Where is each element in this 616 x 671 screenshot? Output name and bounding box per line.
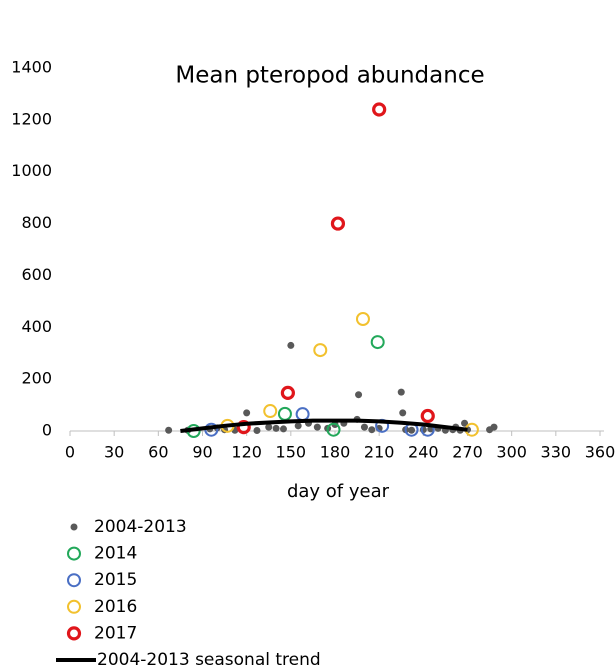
point — [420, 408, 435, 424]
legend-text: 2004-2013 — [94, 517, 187, 537]
y-tick-label: 0 — [42, 421, 52, 440]
point — [236, 420, 251, 435]
legend-marker — [67, 573, 81, 588]
y-tick-label: 600 — [21, 265, 52, 284]
point — [330, 216, 346, 231]
y-tick-label: 800 — [21, 213, 52, 232]
x-tick-label: 270 — [452, 443, 483, 462]
point — [368, 426, 376, 434]
x-tick-label: 240 — [408, 443, 439, 462]
x-tick-label: 120 — [231, 443, 262, 462]
legend-text: 2016 — [94, 597, 137, 617]
x-tick-label: 330 — [541, 443, 572, 462]
legend-text: 2004-2013 seasonal trend — [97, 650, 321, 670]
x-tick-label: 150 — [276, 443, 307, 462]
x-tick-label: 300 — [496, 443, 527, 462]
x-tick-label: 210 — [364, 443, 395, 462]
point — [461, 419, 469, 427]
x-tick-label: 0 — [65, 443, 75, 462]
point — [408, 426, 416, 434]
point — [370, 335, 385, 350]
legend-marker — [67, 546, 81, 561]
point — [313, 423, 321, 431]
y-tick-label: 1000 — [11, 161, 52, 180]
point — [272, 424, 280, 432]
y-tick-label: 1200 — [11, 109, 52, 128]
x-axis-title: day of year — [287, 481, 390, 502]
point — [165, 426, 173, 434]
point — [397, 388, 405, 396]
x-tick-label: 360 — [585, 443, 616, 462]
point — [277, 406, 292, 421]
x-tick-label: 30 — [104, 443, 124, 462]
legend-text: 2017 — [94, 623, 137, 643]
trend-line — [180, 418, 468, 433]
y-tick-label: 1400 — [11, 58, 52, 77]
legend-text: 2015 — [94, 570, 137, 590]
x-tick-label: 90 — [192, 443, 212, 462]
point — [326, 422, 341, 437]
point — [360, 423, 368, 431]
point — [263, 404, 278, 419]
point — [399, 409, 407, 417]
legend-text: 2014 — [94, 544, 137, 564]
point — [287, 341, 295, 349]
legend-marker — [70, 523, 78, 531]
point — [372, 102, 387, 117]
point — [313, 343, 328, 358]
point — [295, 407, 310, 422]
point — [294, 422, 302, 430]
point — [355, 391, 363, 399]
point — [279, 425, 287, 433]
x-tick-label: 180 — [320, 443, 351, 462]
point — [253, 426, 261, 434]
point — [280, 385, 295, 400]
chart-title: Mean pteropod abundance — [175, 63, 484, 89]
point — [243, 409, 251, 417]
legend-marker — [66, 626, 82, 641]
point — [490, 423, 498, 431]
point — [355, 311, 370, 326]
point — [265, 423, 273, 431]
y-tick-label: 400 — [21, 317, 52, 336]
legend-marker — [67, 599, 81, 614]
x-tick-label: 60 — [148, 443, 168, 462]
y-tick-label: 200 — [21, 369, 52, 388]
